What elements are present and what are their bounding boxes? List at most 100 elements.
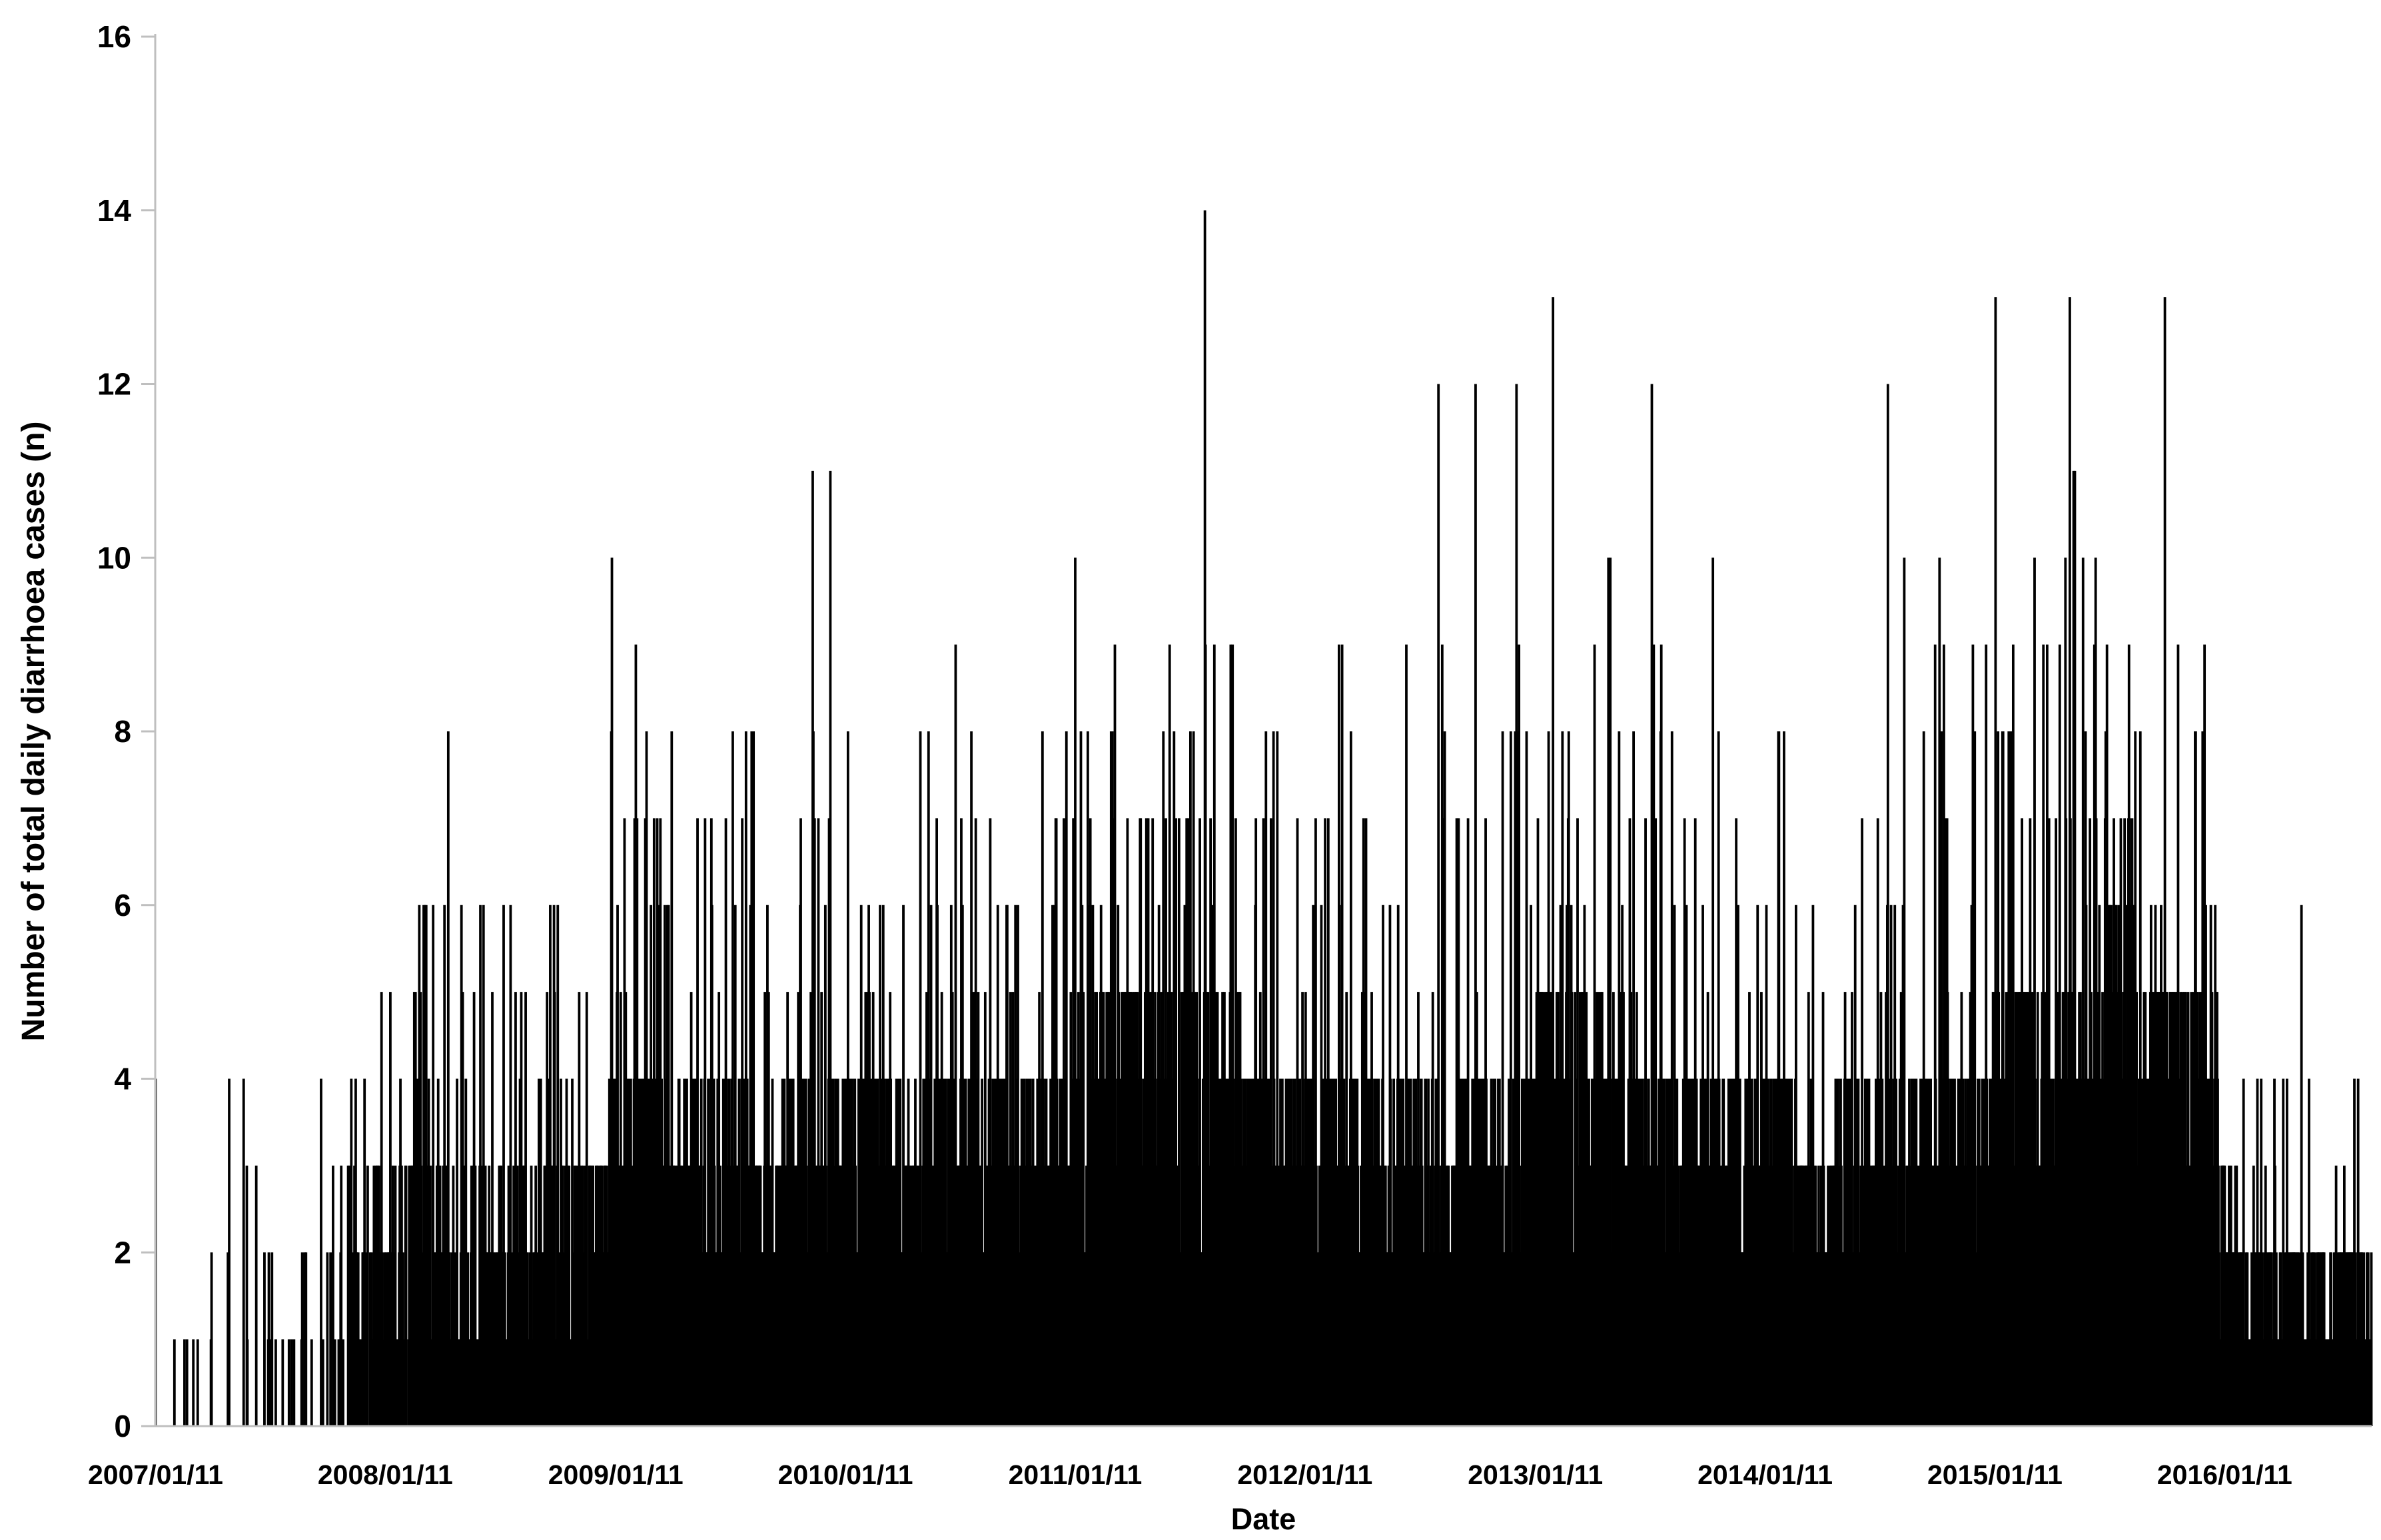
daily-case-bar <box>300 1252 304 1426</box>
daily-case-bar <box>670 731 674 1426</box>
daily-case-bar <box>2362 1252 2366 1426</box>
daily-case-bar <box>1632 731 1635 1426</box>
daily-case-bar <box>1938 558 1941 1426</box>
daily-case-bar <box>1139 818 1143 1427</box>
daily-case-bar <box>1229 644 1232 1427</box>
daily-case-bar <box>752 731 755 1426</box>
daily-case-bar <box>466 1252 470 1426</box>
daily-case-bar <box>895 1165 899 1427</box>
daily-case-bar <box>741 818 744 1427</box>
daily-case-bar <box>2047 818 2051 1427</box>
daily-case-bar <box>652 818 656 1427</box>
daily-case-bar <box>1518 644 1521 1427</box>
daily-case-bar <box>616 905 619 1426</box>
daily-case-bar <box>2264 1252 2268 1426</box>
daily-case-bar <box>936 905 939 1426</box>
daily-case-bar <box>210 1252 213 1426</box>
daily-case-bar <box>380 992 383 1427</box>
x-tick-label: 2009/01/11 <box>548 1459 684 1490</box>
daily-case-bar <box>1364 818 1368 1427</box>
daily-case-bar <box>1994 297 1997 1427</box>
daily-case-bar <box>1315 1252 1318 1426</box>
daily-case-bar <box>514 992 517 1427</box>
daily-case-bar <box>183 1339 186 1427</box>
daily-case-bar <box>2313 1252 2316 1426</box>
daily-case-bar <box>1735 818 1738 1427</box>
daily-case-bar <box>1612 992 1615 1427</box>
daily-case-bar <box>2294 1252 2297 1426</box>
daily-case-bar <box>2270 1252 2273 1426</box>
daily-case-bar <box>1466 818 1470 1427</box>
daily-case-bar <box>389 992 392 1427</box>
daily-case-bar <box>902 905 905 1426</box>
daily-case-bar <box>1593 644 1596 1427</box>
daily-case-bar <box>292 1339 296 1427</box>
x-tick-label: 2013/01/11 <box>1468 1459 1603 1490</box>
daily-case-bar <box>1985 644 1988 1427</box>
daily-case-bar <box>2236 1252 2240 1426</box>
daily-case-bar <box>2242 1339 2246 1427</box>
y-tick-label: 16 <box>97 19 131 54</box>
daily-case-bar <box>320 1078 322 1426</box>
daily-case-bar <box>823 905 827 1426</box>
daily-case-bar <box>2058 644 2061 1427</box>
daily-case-bar <box>254 1165 258 1427</box>
daily-case-bar <box>432 1252 436 1426</box>
daily-case-bar <box>2246 1252 2249 1426</box>
daily-case-bar <box>2081 558 2085 1426</box>
daily-case-bar <box>859 905 863 1426</box>
daily-case-bar <box>1794 905 1797 1426</box>
daily-case-bar <box>925 992 928 1427</box>
daily-case-bar <box>1973 731 1977 1426</box>
daily-case-bar <box>267 1252 270 1426</box>
daily-case-bar <box>731 731 734 1426</box>
daily-case-bar <box>304 1252 308 1426</box>
daily-case-bar <box>1405 644 1408 1427</box>
daily-case-bar <box>342 1339 344 1427</box>
daily-case-bar <box>2336 1252 2339 1426</box>
daily-case-bar <box>1437 384 1440 1426</box>
daily-case-bar <box>310 1339 313 1427</box>
daily-case-bar <box>1552 297 1555 1427</box>
daily-case-bar <box>1737 905 1739 1426</box>
daily-case-bar <box>2252 1165 2255 1427</box>
daily-case-bar <box>1396 905 1400 1426</box>
daily-case-bar <box>1609 558 1612 1426</box>
daily-case-bar <box>1177 818 1181 1427</box>
daily-case-bar <box>1082 992 1085 1427</box>
daily-case-bar <box>929 905 933 1426</box>
daily-case-bar <box>287 1339 290 1427</box>
daily-case-bar <box>1607 558 1610 1426</box>
daily-case-bar <box>977 992 980 1427</box>
daily-case-bar <box>2322 1252 2326 1426</box>
x-tick-label: 2007/01/11 <box>88 1459 223 1490</box>
daily-case-bar <box>428 1165 432 1427</box>
daily-case-bar <box>1431 992 1434 1427</box>
daily-case-bar <box>1509 731 1512 1426</box>
daily-case-bar <box>356 1252 360 1426</box>
daily-case-bar <box>454 1252 457 1426</box>
daily-case-bar <box>384 1252 388 1426</box>
daily-case-bar <box>864 992 867 1427</box>
daily-case-bar <box>1214 992 1217 1427</box>
y-tick-label: 14 <box>97 193 132 228</box>
daily-case-bar <box>1176 1165 1179 1427</box>
daily-case-bar <box>636 818 639 1427</box>
daily-case-bar <box>1017 905 1019 1426</box>
daily-case-bar <box>448 1252 451 1426</box>
daily-case-bar <box>2366 1252 2370 1426</box>
daily-case-bar <box>1269 818 1272 1427</box>
bars-layer <box>154 210 2373 1427</box>
daily-case-bar <box>954 644 957 1427</box>
daily-case-bar <box>503 1252 506 1426</box>
daily-case-bar <box>502 905 505 1426</box>
daily-case-bar <box>1576 818 1579 1427</box>
daily-case-bar <box>340 1165 343 1427</box>
daily-case-bar <box>1443 731 1446 1426</box>
daily-case-bar <box>370 1252 373 1426</box>
daily-case-bar <box>509 905 512 1426</box>
daily-case-bar <box>2301 1252 2304 1426</box>
y-tick-label: 6 <box>114 888 131 923</box>
daily-case-bar <box>1382 905 1384 1426</box>
